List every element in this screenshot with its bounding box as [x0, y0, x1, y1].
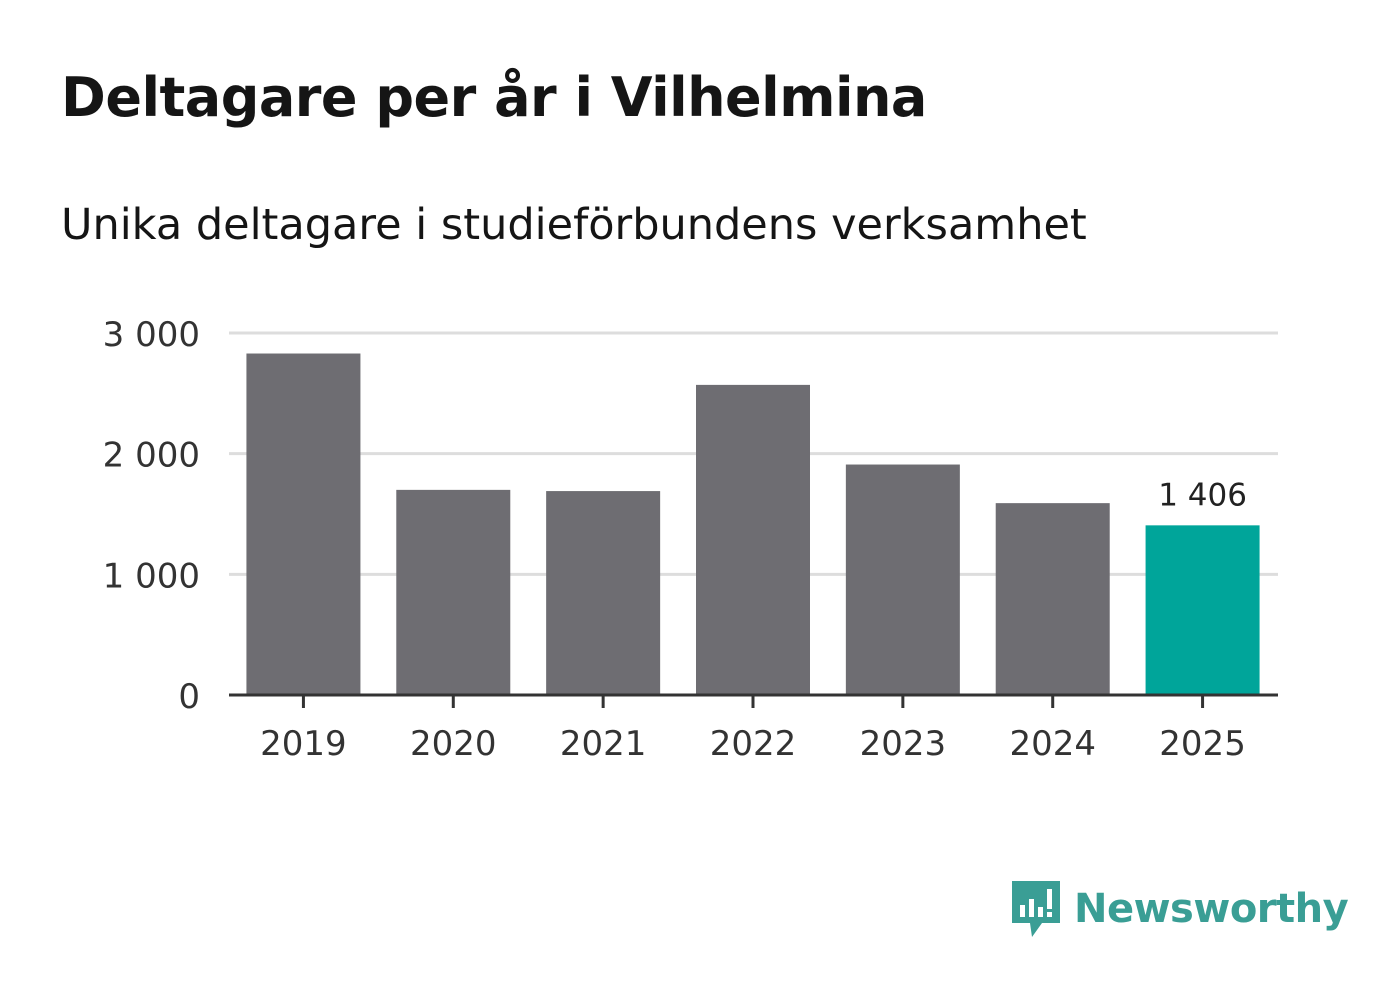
- newsworthy-logo-text: Newsworthy: [1074, 886, 1349, 932]
- x-tick-label: 2019: [260, 724, 347, 764]
- x-tick-label: 2022: [710, 724, 797, 764]
- data-label: 1 406: [1158, 477, 1247, 513]
- bar-2023: [845, 464, 960, 695]
- y-tick-label: 2 000: [103, 436, 200, 476]
- x-tick-label: 2020: [410, 724, 497, 764]
- x-tick-label: 2023: [860, 724, 947, 764]
- bar-2022: [696, 384, 810, 695]
- axes: [229, 693, 1278, 708]
- x-tick-label: 2025: [1159, 724, 1246, 764]
- labels: 0 1 000 2 000 3 000 2019 2020 2021 2022 2023 2024…: [103, 315, 1247, 764]
- x-tick-label: 2024: [1009, 724, 1096, 764]
- newsworthy-logo: Newsworthy: [1010, 879, 1349, 939]
- bars: [246, 353, 1260, 695]
- y-tick-label: 1 000: [103, 556, 200, 596]
- x-tick-label: 2021: [560, 724, 647, 764]
- bar-2025: [1145, 525, 1260, 695]
- bar-2020: [396, 489, 511, 695]
- newsworthy-logo-icon: [1012, 881, 1060, 937]
- y-tick-label: 0: [178, 677, 200, 717]
- chart-title: Deltagare per år i Vilhelmina: [61, 66, 927, 129]
- y-tick-label: 3 000: [103, 315, 200, 355]
- bar-2024: [995, 503, 1110, 695]
- bar-2021: [546, 491, 661, 695]
- bar-2019: [246, 353, 361, 695]
- chart-subtitle: Unika deltagare i studieförbundens verks…: [61, 200, 1087, 250]
